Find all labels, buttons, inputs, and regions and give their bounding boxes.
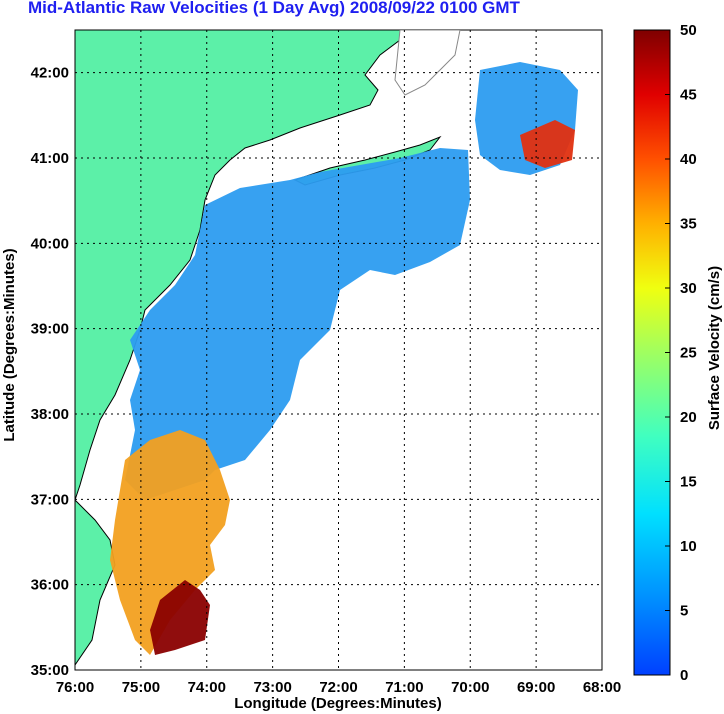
x-axis-label: Longitude (Degrees:Minutes) xyxy=(234,695,442,712)
y-tick-label: 40:00 xyxy=(31,235,69,252)
map-title: Mid-Atlantic Raw Velocities (1 Day Avg) … xyxy=(28,0,520,17)
velocity-field-south xyxy=(110,430,230,655)
y-tick-label: 42:00 xyxy=(31,65,69,82)
velocity-field-main xyxy=(125,148,470,500)
land-mass xyxy=(75,30,401,501)
colorbar-tick-label: 45 xyxy=(680,87,697,104)
delmarva-shore xyxy=(75,499,116,666)
colorbar-tick-label: 0 xyxy=(680,667,688,684)
velocity-field-cape-hatteras xyxy=(150,580,210,655)
y-tick-label: 35:00 xyxy=(31,662,69,679)
colorbar xyxy=(633,29,671,676)
y-tick-label: 37:00 xyxy=(31,491,69,508)
colorbar-tick-label: 50 xyxy=(680,22,697,39)
colorbar-tick-label: 25 xyxy=(680,345,697,362)
colorbar-tick-label: 30 xyxy=(680,280,697,297)
y-axis-label: Latitude (Degrees:Minutes) xyxy=(1,248,18,441)
x-axis: 76:00 75:00 74:00 73:00 72:00 71:00 70:00 69:00… xyxy=(56,679,621,696)
y-axis: 42:00 41:00 40:00 39:00 38:00 37:00 36:00 35:00 xyxy=(31,65,69,679)
x-tick-label: 73:00 xyxy=(253,679,291,696)
x-tick-label: 75:00 xyxy=(122,679,160,696)
colorbar-tick-label: 35 xyxy=(680,216,697,233)
colorbar-label: Surface Velocity (cm/s) xyxy=(706,266,723,430)
cape-cod xyxy=(394,30,461,96)
y-tick-label: 38:00 xyxy=(31,406,69,423)
x-tick-label: 76:00 xyxy=(56,679,94,696)
map-grid xyxy=(75,30,602,670)
x-tick-label: 74:00 xyxy=(188,679,226,696)
colorbar-tick-label: 5 xyxy=(680,603,688,620)
velocity-field-north-hot xyxy=(520,120,575,168)
y-tick-label: 36:00 xyxy=(31,577,69,594)
colorbar-tick-label: 20 xyxy=(680,409,697,426)
y-tick-label: 41:00 xyxy=(31,150,69,167)
x-tick-label: 68:00 xyxy=(583,679,621,696)
colorbar-tick-label: 10 xyxy=(680,538,697,555)
x-tick-label: 69:00 xyxy=(517,679,555,696)
x-tick-label: 70:00 xyxy=(451,679,489,696)
x-tick-label: 72:00 xyxy=(319,679,357,696)
colorbar-tick-label: 40 xyxy=(680,151,697,168)
x-tick-label: 71:00 xyxy=(385,679,423,696)
y-tick-label: 39:00 xyxy=(31,321,69,338)
colorbar-tick-label: 15 xyxy=(680,474,697,491)
